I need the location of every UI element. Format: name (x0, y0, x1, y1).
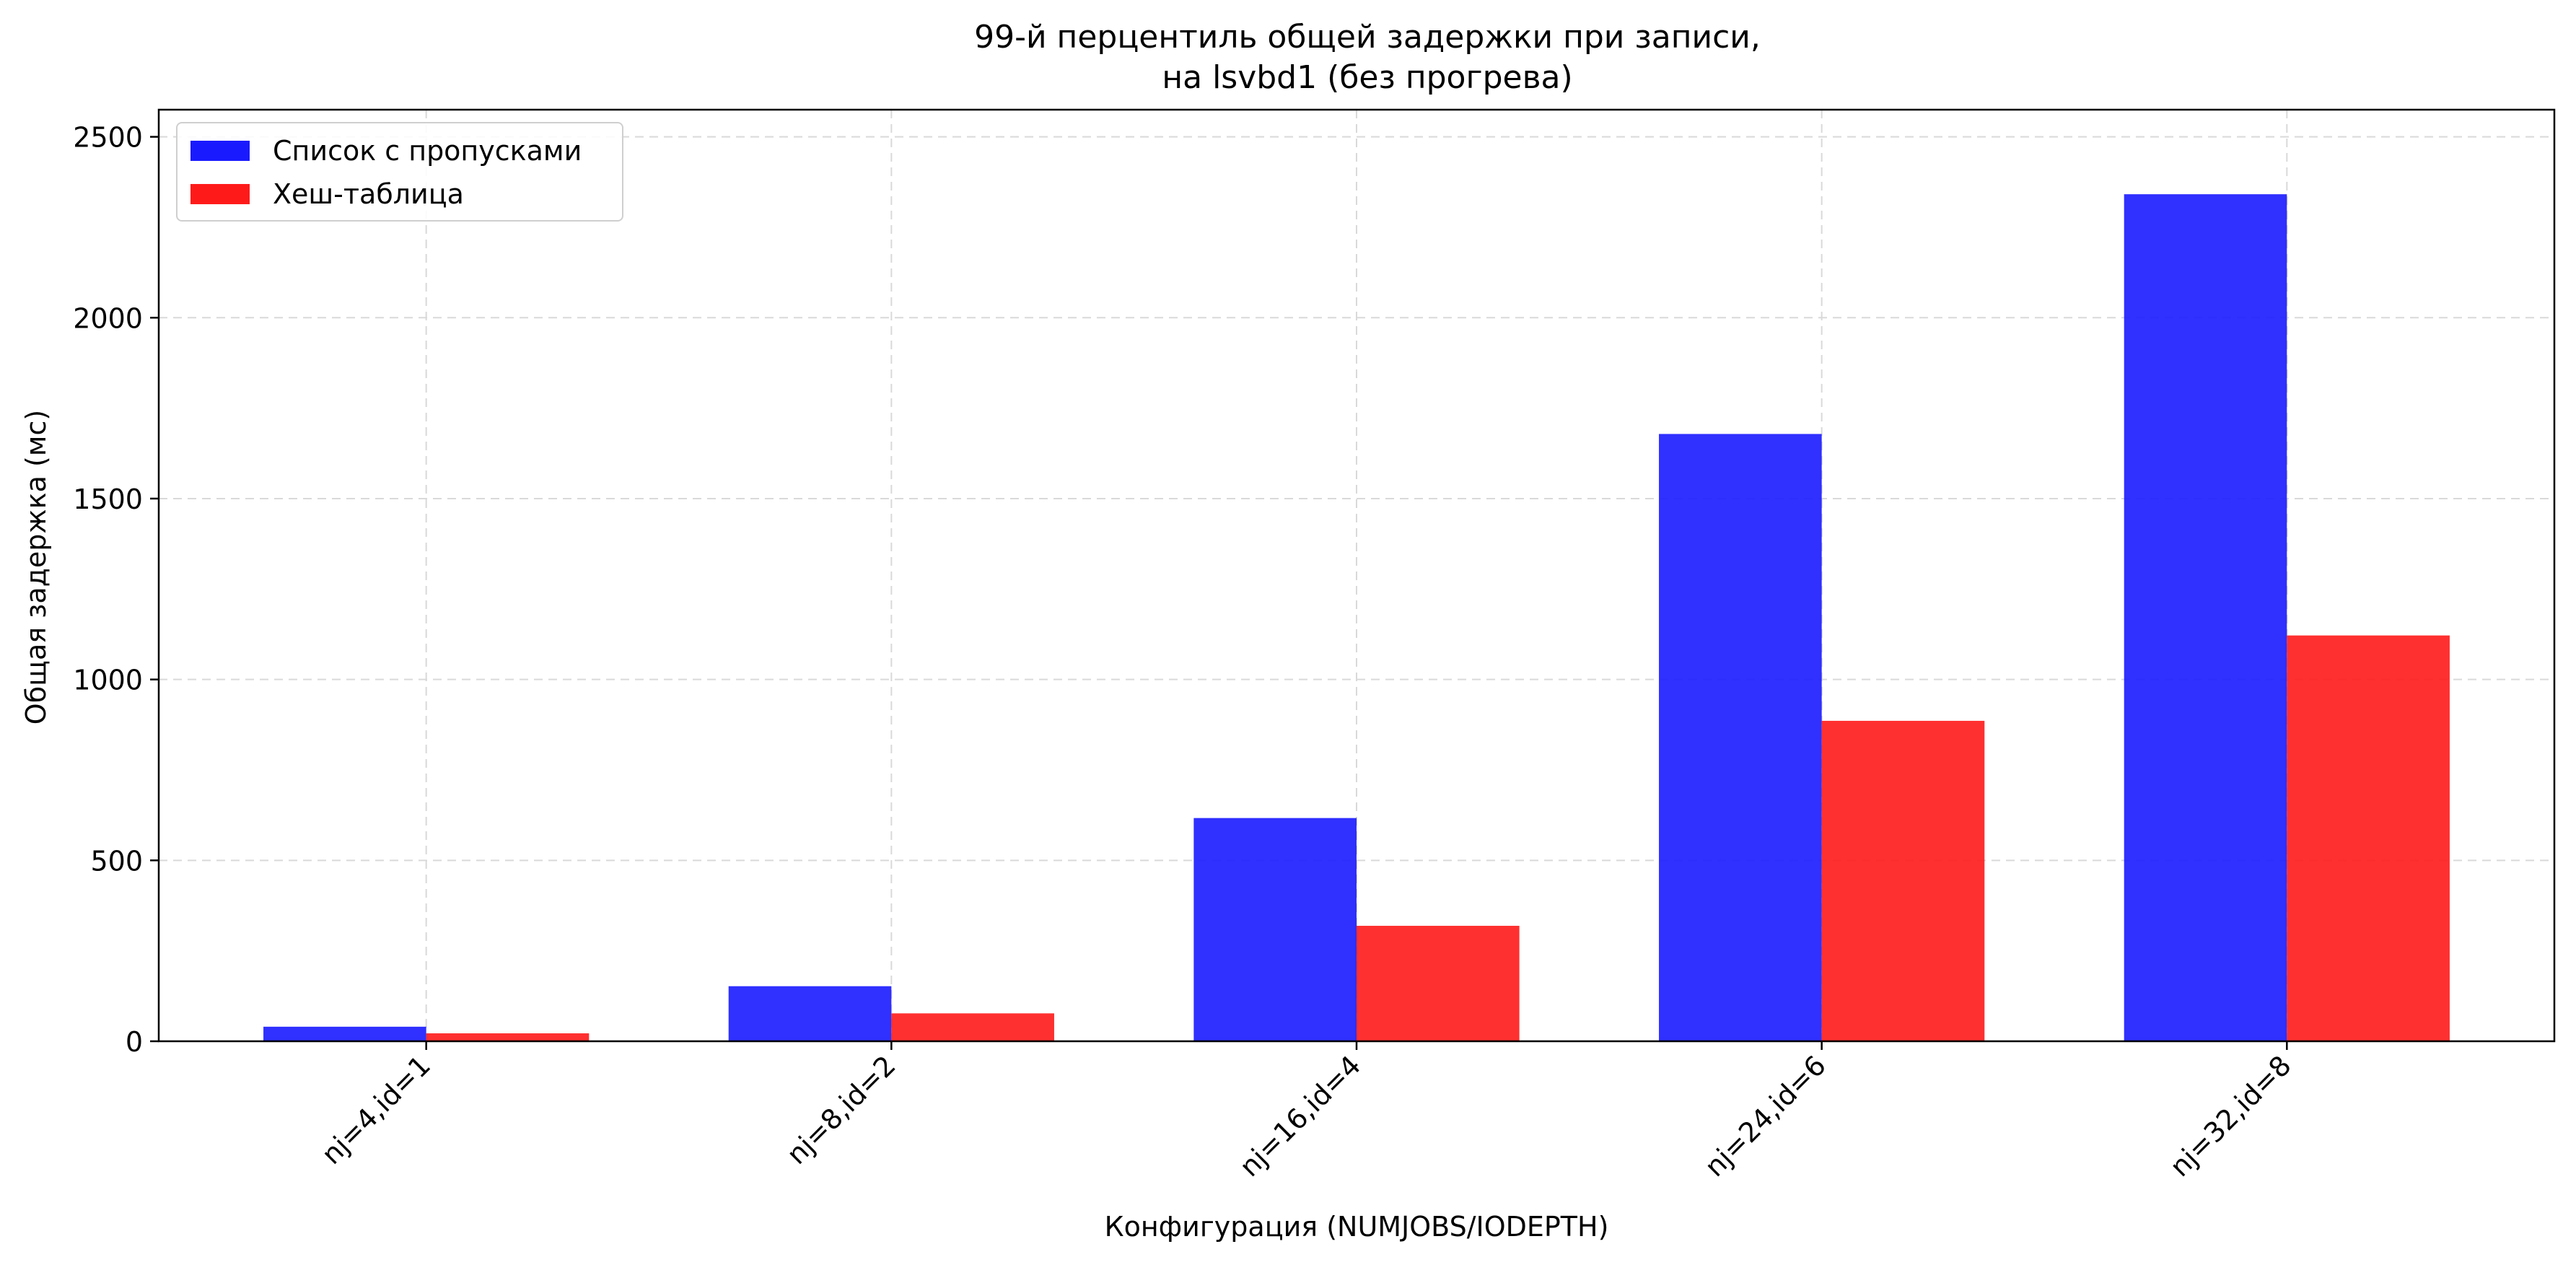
bar-skiplist (728, 986, 892, 1041)
bar-hashtable (1821, 720, 1985, 1041)
x-tick-label: nj=16,id=4 (1233, 1049, 1367, 1183)
legend: Список с пропусками Хеш-таблица (176, 122, 623, 222)
legend-label-hashtable: Хеш-таблица (273, 178, 464, 210)
x-axis-label: Конфигурация (NUMJOBS/IODEPTH) (1104, 1211, 1609, 1243)
y-axis-label: Общая задержка (мс) (20, 409, 52, 725)
chart-title-line-1: 99-й перцентиль общей задержки при запис… (974, 19, 1761, 56)
y-tick-label: 2000 (73, 302, 143, 334)
bar-hashtable (891, 1013, 1054, 1041)
y-tick-label: 0 (126, 1026, 143, 1058)
legend-label-skiplist: Список с пропусками (273, 135, 582, 167)
y-tick-label: 1000 (73, 665, 143, 696)
y-tick-label: 500 (90, 845, 143, 877)
y-tick-label: 1500 (73, 483, 143, 515)
bar-skiplist (1659, 434, 1822, 1041)
x-tick-label: nj=32,id=8 (2164, 1049, 2297, 1183)
x-tick-label: nj=24,id=6 (1699, 1049, 1832, 1183)
y-tick-label: 2500 (73, 122, 143, 154)
x-tick-label: nj=4,id=1 (315, 1049, 437, 1170)
bar-skiplist (2124, 194, 2287, 1041)
bar-skiplist (263, 1026, 426, 1041)
bar-hashtable (426, 1033, 590, 1041)
bar-skiplist (1193, 818, 1357, 1041)
legend-swatch-hashtable (190, 184, 250, 204)
legend-swatch-skiplist (190, 141, 250, 161)
legend-item-hashtable: Хеш-таблица (190, 178, 464, 210)
legend-item-skiplist: Список с пропусками (190, 135, 582, 167)
bar-hashtable (1357, 926, 1520, 1041)
bar-hashtable (2287, 635, 2450, 1041)
bars (263, 194, 2450, 1041)
chart-title-line-2: на lsvbd1 (без прогрева) (1162, 59, 1573, 96)
x-tick-label: nj=8,id=2 (781, 1049, 902, 1170)
